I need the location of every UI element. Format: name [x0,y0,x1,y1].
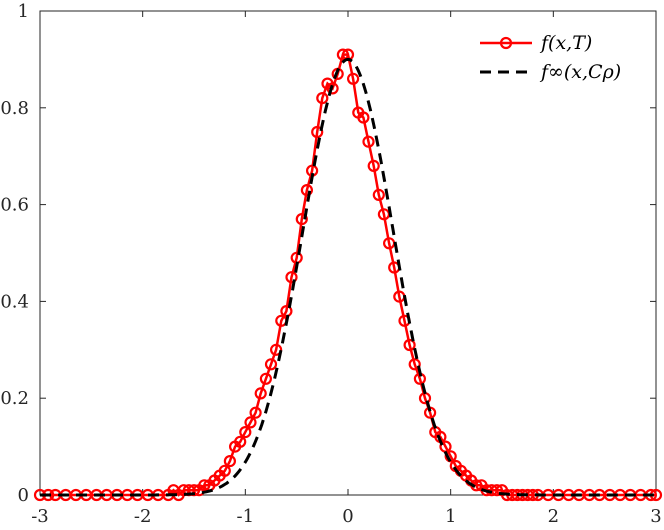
y-tick-label: 1 [18,1,29,22]
series-f-marker [300,184,313,197]
series-f-marker [311,125,324,139]
legend-finf-label: f∞(x,Cρ) [539,61,621,83]
series-finf-line [40,57,656,497]
series-f-marker [403,338,416,352]
x-tick-label: 0 [342,506,353,527]
y-tick-label: 0.8 [0,98,29,119]
series-f-marker [295,213,308,226]
series-f-marker [362,135,375,148]
series-f-marker [285,271,298,284]
series-layer [33,48,663,502]
series-f-marker [249,406,262,419]
series-f-marker [239,426,252,439]
series-f-marker [234,435,247,448]
x-tick-label: 2 [548,506,559,527]
series-f-marker [367,159,380,172]
series-f-marker [264,358,278,371]
series-f-marker [244,416,257,429]
series-f-marker [326,82,339,95]
legend-f-label: f(x,T) [539,32,592,54]
series-f-marker [254,387,267,400]
series-f-marker [270,343,283,356]
series-f-marker [316,91,329,105]
series-f-marker [408,358,421,371]
series-f-marker [218,464,231,477]
series-f-marker [259,372,272,385]
x-tick-label: -1 [237,506,255,527]
y-tick-label: 0.4 [0,291,29,312]
x-tick-label: 1 [445,506,456,527]
y-tick-label: 0 [18,485,29,506]
y-tick-label: 0.6 [0,195,29,216]
series-f-marker [198,479,211,492]
series-f-marker [490,484,503,497]
legend: f(x,T) f∞(x,Cρ) [480,32,621,83]
series-f-marker [372,188,385,201]
y-tick-label: 0.2 [0,388,29,409]
series-f-marker [347,72,360,85]
series-f-marker [444,450,457,463]
legend-f-marker [499,36,513,50]
x-tick-label: -2 [134,506,152,527]
series-f-marker [223,455,236,468]
series-f-marker [357,111,370,124]
series-f-marker [336,48,349,61]
x-tick-label: -3 [31,506,49,527]
x-tick-label: 3 [650,506,661,527]
